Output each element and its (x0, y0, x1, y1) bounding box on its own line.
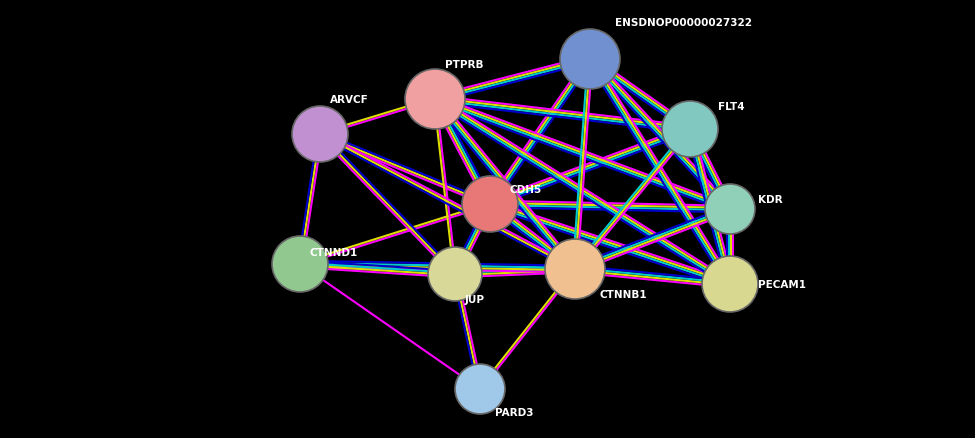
Circle shape (705, 184, 755, 234)
Text: CTNNB1: CTNNB1 (600, 290, 647, 299)
Text: PARD3: PARD3 (495, 407, 533, 417)
Text: CTNND1: CTNND1 (310, 247, 358, 258)
Circle shape (560, 30, 620, 90)
Circle shape (455, 364, 505, 414)
Text: KDR: KDR (758, 194, 783, 205)
Text: JUP: JUP (465, 294, 485, 304)
Circle shape (702, 256, 758, 312)
Text: ENSDNOP00000027322: ENSDNOP00000027322 (615, 18, 752, 28)
Text: FLT4: FLT4 (718, 102, 745, 112)
Circle shape (662, 102, 718, 158)
Text: PTPRB: PTPRB (445, 60, 484, 70)
Circle shape (545, 240, 605, 299)
Text: ARVCF: ARVCF (330, 95, 369, 105)
Circle shape (405, 70, 465, 130)
Text: PECAM1: PECAM1 (758, 279, 806, 290)
Text: CDH5: CDH5 (510, 184, 542, 194)
Circle shape (462, 177, 518, 233)
Circle shape (272, 237, 328, 292)
Circle shape (292, 107, 348, 162)
Circle shape (428, 247, 482, 301)
